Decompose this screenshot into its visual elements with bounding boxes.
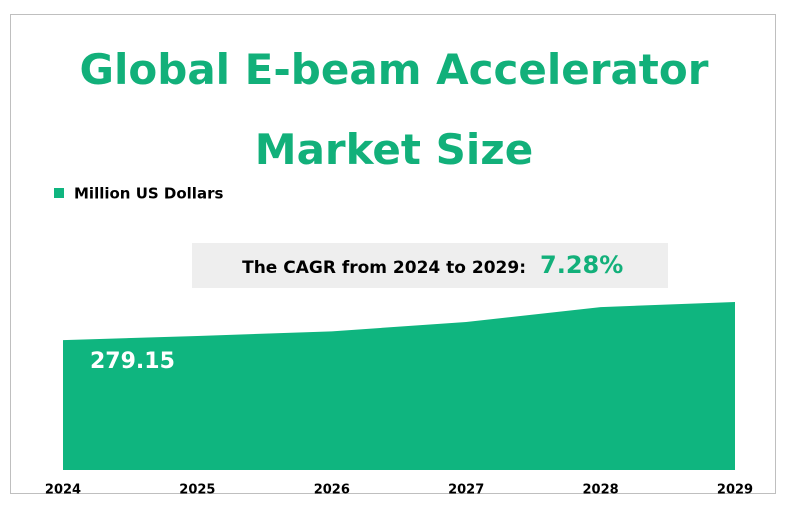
cagr-value: 7.28% xyxy=(540,251,623,279)
x-tick-label: 2029 xyxy=(717,483,753,498)
x-tick-label: 2027 xyxy=(448,483,484,498)
area xyxy=(63,302,735,470)
x-tick-label: 2024 xyxy=(45,483,81,498)
cagr-box xyxy=(192,243,668,288)
frame xyxy=(10,14,776,494)
chart-title: Global E-beam Accelerator Market Size xyxy=(79,45,709,174)
legend-label: Million US Dollars xyxy=(74,185,223,203)
x-tick-label: 2026 xyxy=(314,483,350,498)
legend-swatch xyxy=(54,188,64,198)
x-tick-label: 2028 xyxy=(583,483,619,498)
cagr-text: The CAGR from 2024 to 2029: xyxy=(242,258,526,278)
x-tick-label: 2025 xyxy=(179,483,215,498)
data-label: 279.15 xyxy=(90,349,175,374)
